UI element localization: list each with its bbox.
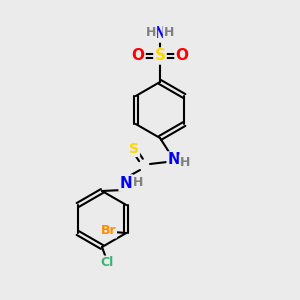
Text: N: N bbox=[168, 152, 180, 167]
Text: H: H bbox=[133, 176, 143, 190]
Text: N: N bbox=[154, 26, 166, 41]
Text: S: S bbox=[129, 142, 139, 156]
Text: O: O bbox=[176, 49, 188, 64]
Text: H: H bbox=[180, 155, 190, 169]
Text: N: N bbox=[120, 176, 132, 190]
Text: H: H bbox=[164, 26, 174, 40]
Text: Br: Br bbox=[100, 224, 116, 238]
Text: Cl: Cl bbox=[100, 256, 114, 269]
Text: O: O bbox=[131, 49, 145, 64]
Text: H: H bbox=[146, 26, 156, 40]
Text: S: S bbox=[154, 49, 166, 64]
